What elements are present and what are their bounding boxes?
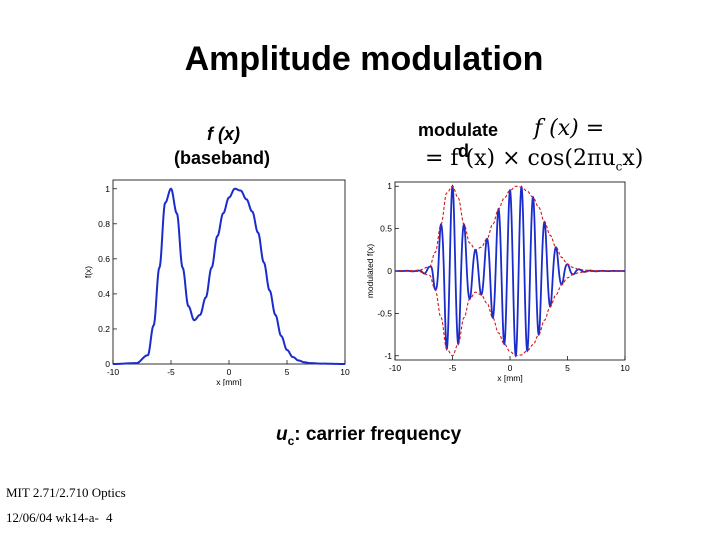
x-tick-label: 5 [565, 363, 570, 373]
formula-sub: c [615, 159, 623, 174]
formula-end: x) [622, 146, 644, 171]
slide-title: Amplitude modulation [184, 40, 544, 78]
plot-frame [112, 179, 346, 365]
x-tick-label: 0 [508, 363, 513, 373]
y-tick-label: -1 [384, 351, 392, 361]
y-tick-label: 0.4 [98, 289, 110, 299]
y-tick-label: 0 [387, 266, 392, 276]
modulated-chart: -10 -5 0 5 10 -1 -0.5 0 0.5 1 x [mm] modulated f(x) [365, 181, 630, 383]
baseband-sublabel: (baseband) [174, 148, 271, 168]
x-tick-label: -5 [449, 363, 457, 373]
carrier-text: : carrier frequency [294, 424, 462, 445]
y-tick-label: 1 [387, 181, 392, 191]
baseband-label: f (x) [207, 124, 240, 144]
x-tick-label: 10 [340, 367, 350, 377]
formula-line-1: f (x) = [534, 116, 605, 141]
carrier-symbol: u [276, 424, 288, 445]
y-axis-label: f(x) [83, 266, 93, 278]
series-envelope-upper [395, 185, 625, 272]
baseband-chart: -10 -5 0 5 10 0 0.2 0.4 0.6 0.8 1 x [mm] f(x) [83, 179, 350, 386]
y-axis-label: modulated f(x) [365, 244, 375, 298]
series-envelope-lower [395, 270, 625, 357]
series-baseband-line [113, 187, 345, 365]
modulated-label-cont: d [458, 141, 469, 161]
footer-page: 4 [106, 510, 113, 525]
formula-main: = f (x) × cos(2πu [425, 146, 616, 171]
y-tick-label: 0.6 [98, 254, 110, 264]
carrier-subscript: c [287, 433, 295, 448]
x-tick-label: 5 [285, 367, 290, 377]
x-tick-label: -10 [389, 363, 402, 373]
y-tick-label: 0.8 [98, 219, 110, 229]
y-tick-label: 0.2 [98, 324, 110, 334]
footer-date: 12/06/04 wk14-a- 4 [6, 510, 113, 526]
x-tick-label: 0 [227, 367, 232, 377]
y-tick-label: 0 [105, 359, 110, 369]
modulated-label: modulate [418, 120, 499, 140]
x-tick-label: -10 [107, 367, 120, 377]
x-axis-label: x [mm] [216, 377, 242, 386]
carrier-note: uc: carrier frequency [276, 424, 461, 448]
y-tick-label: 0.5 [380, 224, 392, 234]
y-tick-label: 1 [105, 184, 110, 194]
formula-line-2: = f (x) × cos(2πucx) [425, 146, 643, 173]
x-tick-label: -5 [167, 367, 175, 377]
x-axis-label: x [mm] [497, 373, 523, 383]
y-tick-label: -0.5 [377, 308, 392, 318]
footer-course: MIT 2.71/2.710 Optics [6, 485, 126, 500]
footer-date-text: 12/06/04 wk14-a- [6, 510, 99, 525]
x-tick-label: 10 [620, 363, 630, 373]
